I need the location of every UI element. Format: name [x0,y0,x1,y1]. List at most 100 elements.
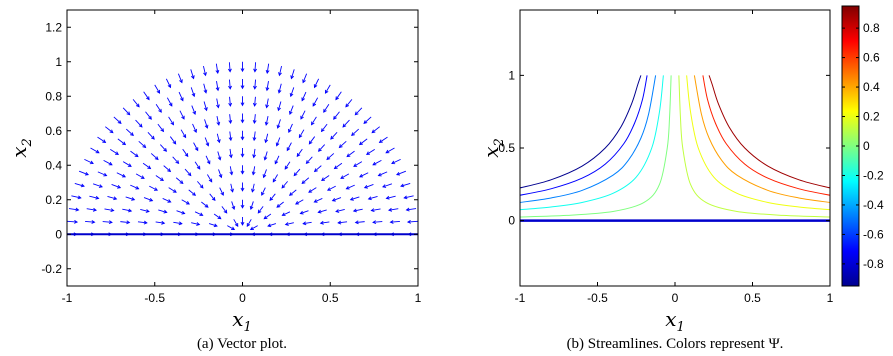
vector-arrow [300,110,306,120]
vector-arrow [324,84,331,94]
vector-arrow [107,196,118,201]
vector-arrow [74,182,85,188]
y-tick-label: 1 [55,55,62,69]
vector-arrow [252,96,257,107]
x-tick-label: 1 [827,291,834,305]
vector-arrow [203,65,207,77]
panel-b-caption: (b) Streamlines. Colors represent Ψ. [567,336,784,352]
vector-arrow [89,195,100,200]
vector-arrow [252,114,257,125]
vector-arrow [249,201,254,211]
vector-arrow [102,220,113,225]
x-tick-label: -0.5 [587,291,608,305]
y-tick-label: 0 [55,227,62,241]
vector-arrow [251,183,255,193]
panel-a-vector-plot: -1 -0.5 0 0.5 1-0.200.20.40.60.811.2 x1 x2 (… [7,9,422,352]
vector-arrow [281,211,291,217]
x-tick-label: 0.5 [322,291,339,305]
vector-arrow [163,165,172,173]
vector-arrow [286,142,292,152]
vector-arrow [265,63,270,74]
vector-arrow [249,225,258,231]
vector-arrow [372,220,383,225]
vector-arrow [265,81,270,92]
y-tick-label: 0.4 [45,158,62,172]
vector-arrow [391,158,401,165]
vector-arrow [105,126,114,134]
vector-arrow [228,114,233,125]
vector-arrow [218,169,223,179]
y-tick-label: 0.5 [498,141,515,155]
vector-arrow [267,223,277,228]
y-tick-label: 1 [508,68,515,82]
vector-arrow [296,148,303,158]
vector-arrow [320,123,328,133]
vector-arrow [219,187,224,196]
vector-arrow [335,209,345,213]
vector-arrow [406,219,418,224]
vector-arrow [284,222,294,226]
vector-arrow [193,142,199,152]
vector-arrow [188,189,197,196]
vector-arrow [120,220,131,225]
panel-a-ticks: -1 -0.5 0 0.5 1 -0.2 0 0.2 0.4 0.6 0.8 1 1.2 [41,10,422,305]
vector-arrow [308,187,317,193]
y-tick-label: 0 [508,214,515,228]
vector-arrow [166,97,173,107]
vector-arrow [157,123,165,133]
panel-b-ylabel-text: x [479,147,503,158]
vector-arrow [142,162,152,170]
vector-arrow [281,181,288,189]
vector-arrow [201,201,209,208]
vector-arrow [162,198,172,203]
vector-arrow [143,197,154,202]
vector-arrow [208,223,218,228]
vector-arrow [227,62,232,73]
vector-arrow [190,87,196,98]
vector-arrow [313,78,320,89]
vector-arrow [299,210,309,215]
vector-arrow [86,207,97,212]
axis-label-subscript: 2 [20,138,35,147]
vector-arrow [207,174,213,183]
vector-arrow [251,166,256,176]
vector-arrow [354,220,365,225]
vector-arrow [372,159,382,166]
panel-b-ticks: -1 -0.5 0 0.5 1 0 0.5 1 [498,10,834,305]
vector-arrow [333,162,343,170]
vector-arrow [263,213,272,220]
streamline [520,75,648,196]
colorbar-tick-label: 0.4 [863,80,880,94]
vector-arrow [159,144,168,152]
panel-b-plot-area [520,10,830,286]
vector-arrow [323,104,330,113]
vector-arrow [71,195,82,200]
colorbar-tick-label: 0.8 [863,21,880,35]
vector-arrow [352,208,363,213]
vector-arrow [276,119,281,129]
vector-arrow [182,148,189,158]
vector-arrow [204,137,210,147]
vector-arrow [111,183,122,189]
vector-arrow [319,220,330,225]
panel-b-xlabel-text: x [665,307,676,331]
vector-arrow [168,187,177,193]
vector-arrow [240,130,245,141]
panel-a-arrow-field [67,61,418,237]
vector-arrow [135,173,145,179]
vector-arrow [84,158,94,165]
axis-label-subscript: 1 [244,320,252,335]
vector-arrow [252,131,257,142]
vector-arrow [169,136,177,145]
x-tick-label: -1 [515,291,526,305]
vector-arrow [176,210,186,215]
vector-arrow [240,199,245,209]
vector-arrow [284,161,291,170]
y-tick-label: -0.2 [41,262,62,276]
y-tick-label: 1.2 [45,20,62,34]
vector-arrow [351,128,360,137]
vector-arrow [155,104,162,113]
axis-label-subscript: 2 [492,138,507,147]
axis-label-subscript: 1 [677,320,685,335]
vector-arrow [154,84,161,94]
